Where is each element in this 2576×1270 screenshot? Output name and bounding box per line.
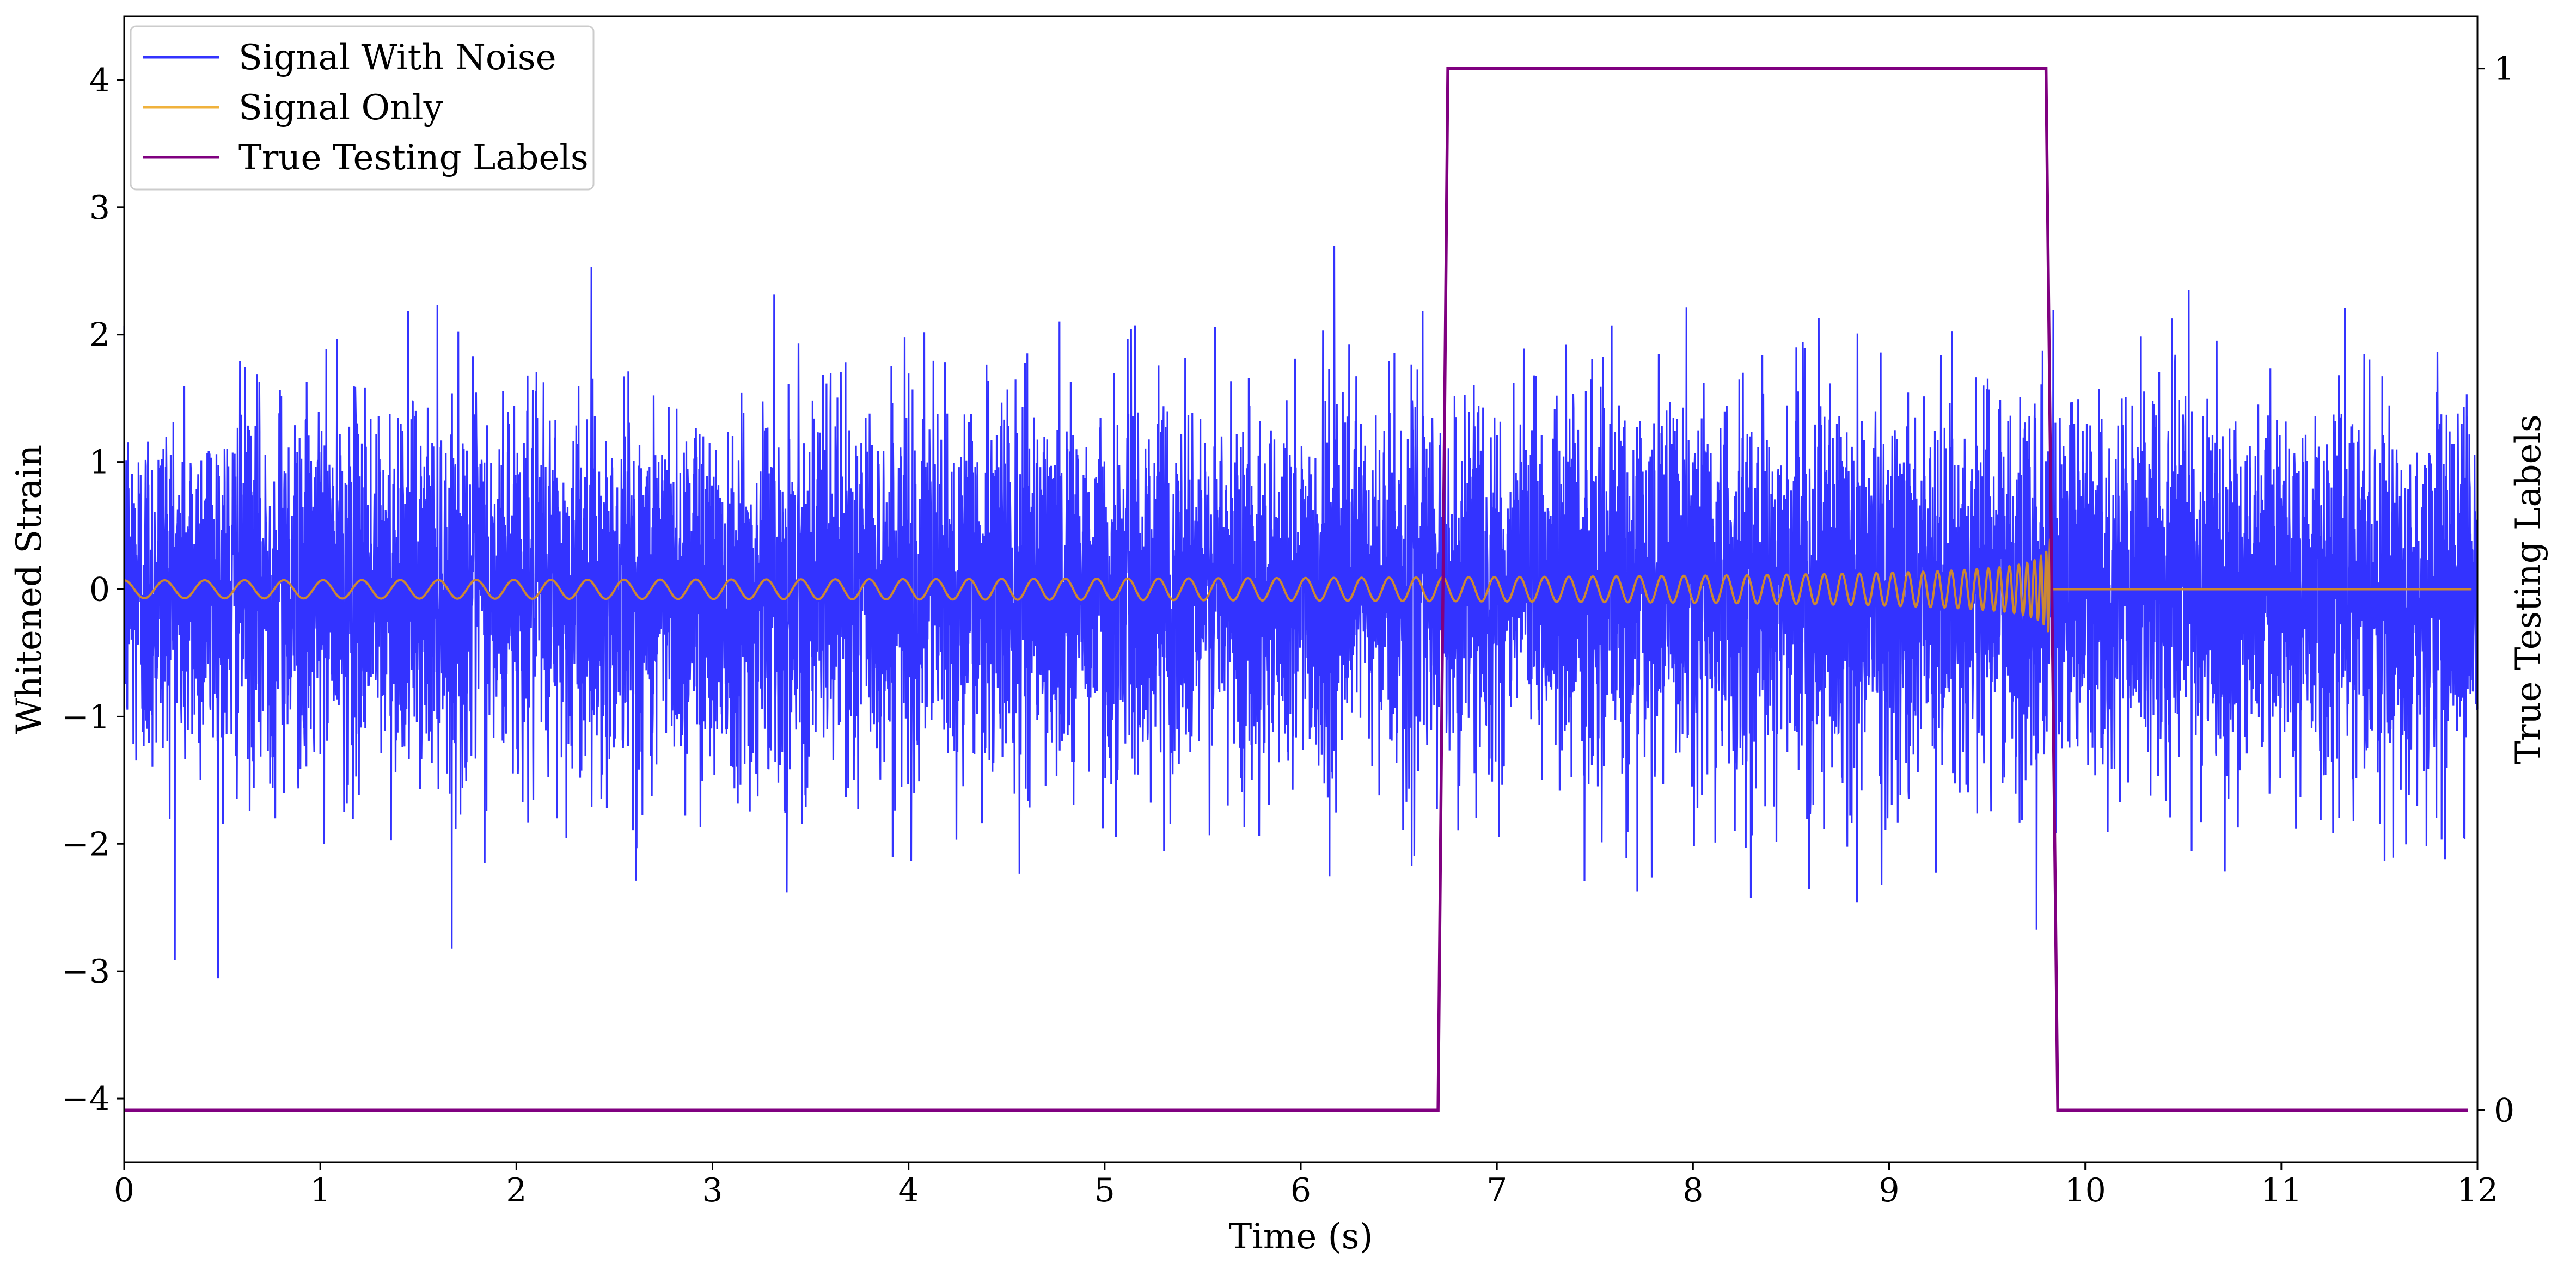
y-tick-label: 0 <box>89 571 110 609</box>
x-tick-label: 1 <box>310 1171 331 1210</box>
x-tick-label: 2 <box>506 1171 527 1210</box>
x-tick-label: 3 <box>702 1171 723 1210</box>
x-tick-label: 5 <box>1094 1171 1115 1210</box>
signal-only-line <box>124 538 2472 633</box>
y-tick-label: 4 <box>89 62 110 100</box>
y-tick-label: −2 <box>62 825 110 863</box>
y-tick-label: 2 <box>89 316 110 354</box>
legend-label-signal-with-noise: Signal With Noise <box>238 38 556 78</box>
y-tick-label: 3 <box>89 189 110 227</box>
series-signal-only <box>124 538 2472 633</box>
legend-label-true-testing-labels: True Testing Labels <box>238 138 589 178</box>
x-tick-label: 11 <box>2261 1171 2302 1210</box>
legend: Signal With Noise Signal Only True Testi… <box>130 25 595 191</box>
y-tick-label: −4 <box>62 1080 110 1118</box>
y-axis-left: −4 −3 −2 −1 0 1 2 3 4 <box>62 62 124 1118</box>
x-tick-label: 12 <box>2457 1171 2498 1210</box>
x-axis-title: Time (s) <box>1229 1217 1373 1257</box>
x-tick-label: 9 <box>1879 1171 1899 1210</box>
series-true-testing-labels <box>124 66 2468 1112</box>
x-tick-label: 8 <box>1682 1171 1703 1210</box>
y-axis-right: 01 <box>2477 50 2514 1130</box>
y-tick-label: −3 <box>62 953 110 991</box>
x-axis: 0 1 2 3 4 5 6 7 8 9 10 11 12 <box>114 1162 2498 1210</box>
signal-with-noise-line <box>123 246 2479 979</box>
x-tick-label: 10 <box>2064 1171 2106 1210</box>
y2-tick-label: 1 <box>2494 50 2514 88</box>
y2-axis-title: True Testing Labels <box>2508 414 2549 764</box>
legend-box <box>130 25 595 191</box>
y-axis-title: Whitened Strain <box>9 445 50 734</box>
series-signal-with-noise <box>123 246 2479 979</box>
legend-label-signal-only: Signal Only <box>238 88 443 128</box>
y-tick-label: −1 <box>62 698 110 736</box>
true-testing-labels-line <box>124 66 2468 1112</box>
y-tick-label: 1 <box>89 444 110 482</box>
x-tick-label: 0 <box>114 1171 134 1210</box>
y2-tick-label: 0 <box>2494 1091 2514 1130</box>
x-tick-label: 7 <box>1486 1171 1507 1210</box>
x-tick-label: 6 <box>1290 1171 1311 1210</box>
x-tick-label: 4 <box>898 1171 919 1210</box>
